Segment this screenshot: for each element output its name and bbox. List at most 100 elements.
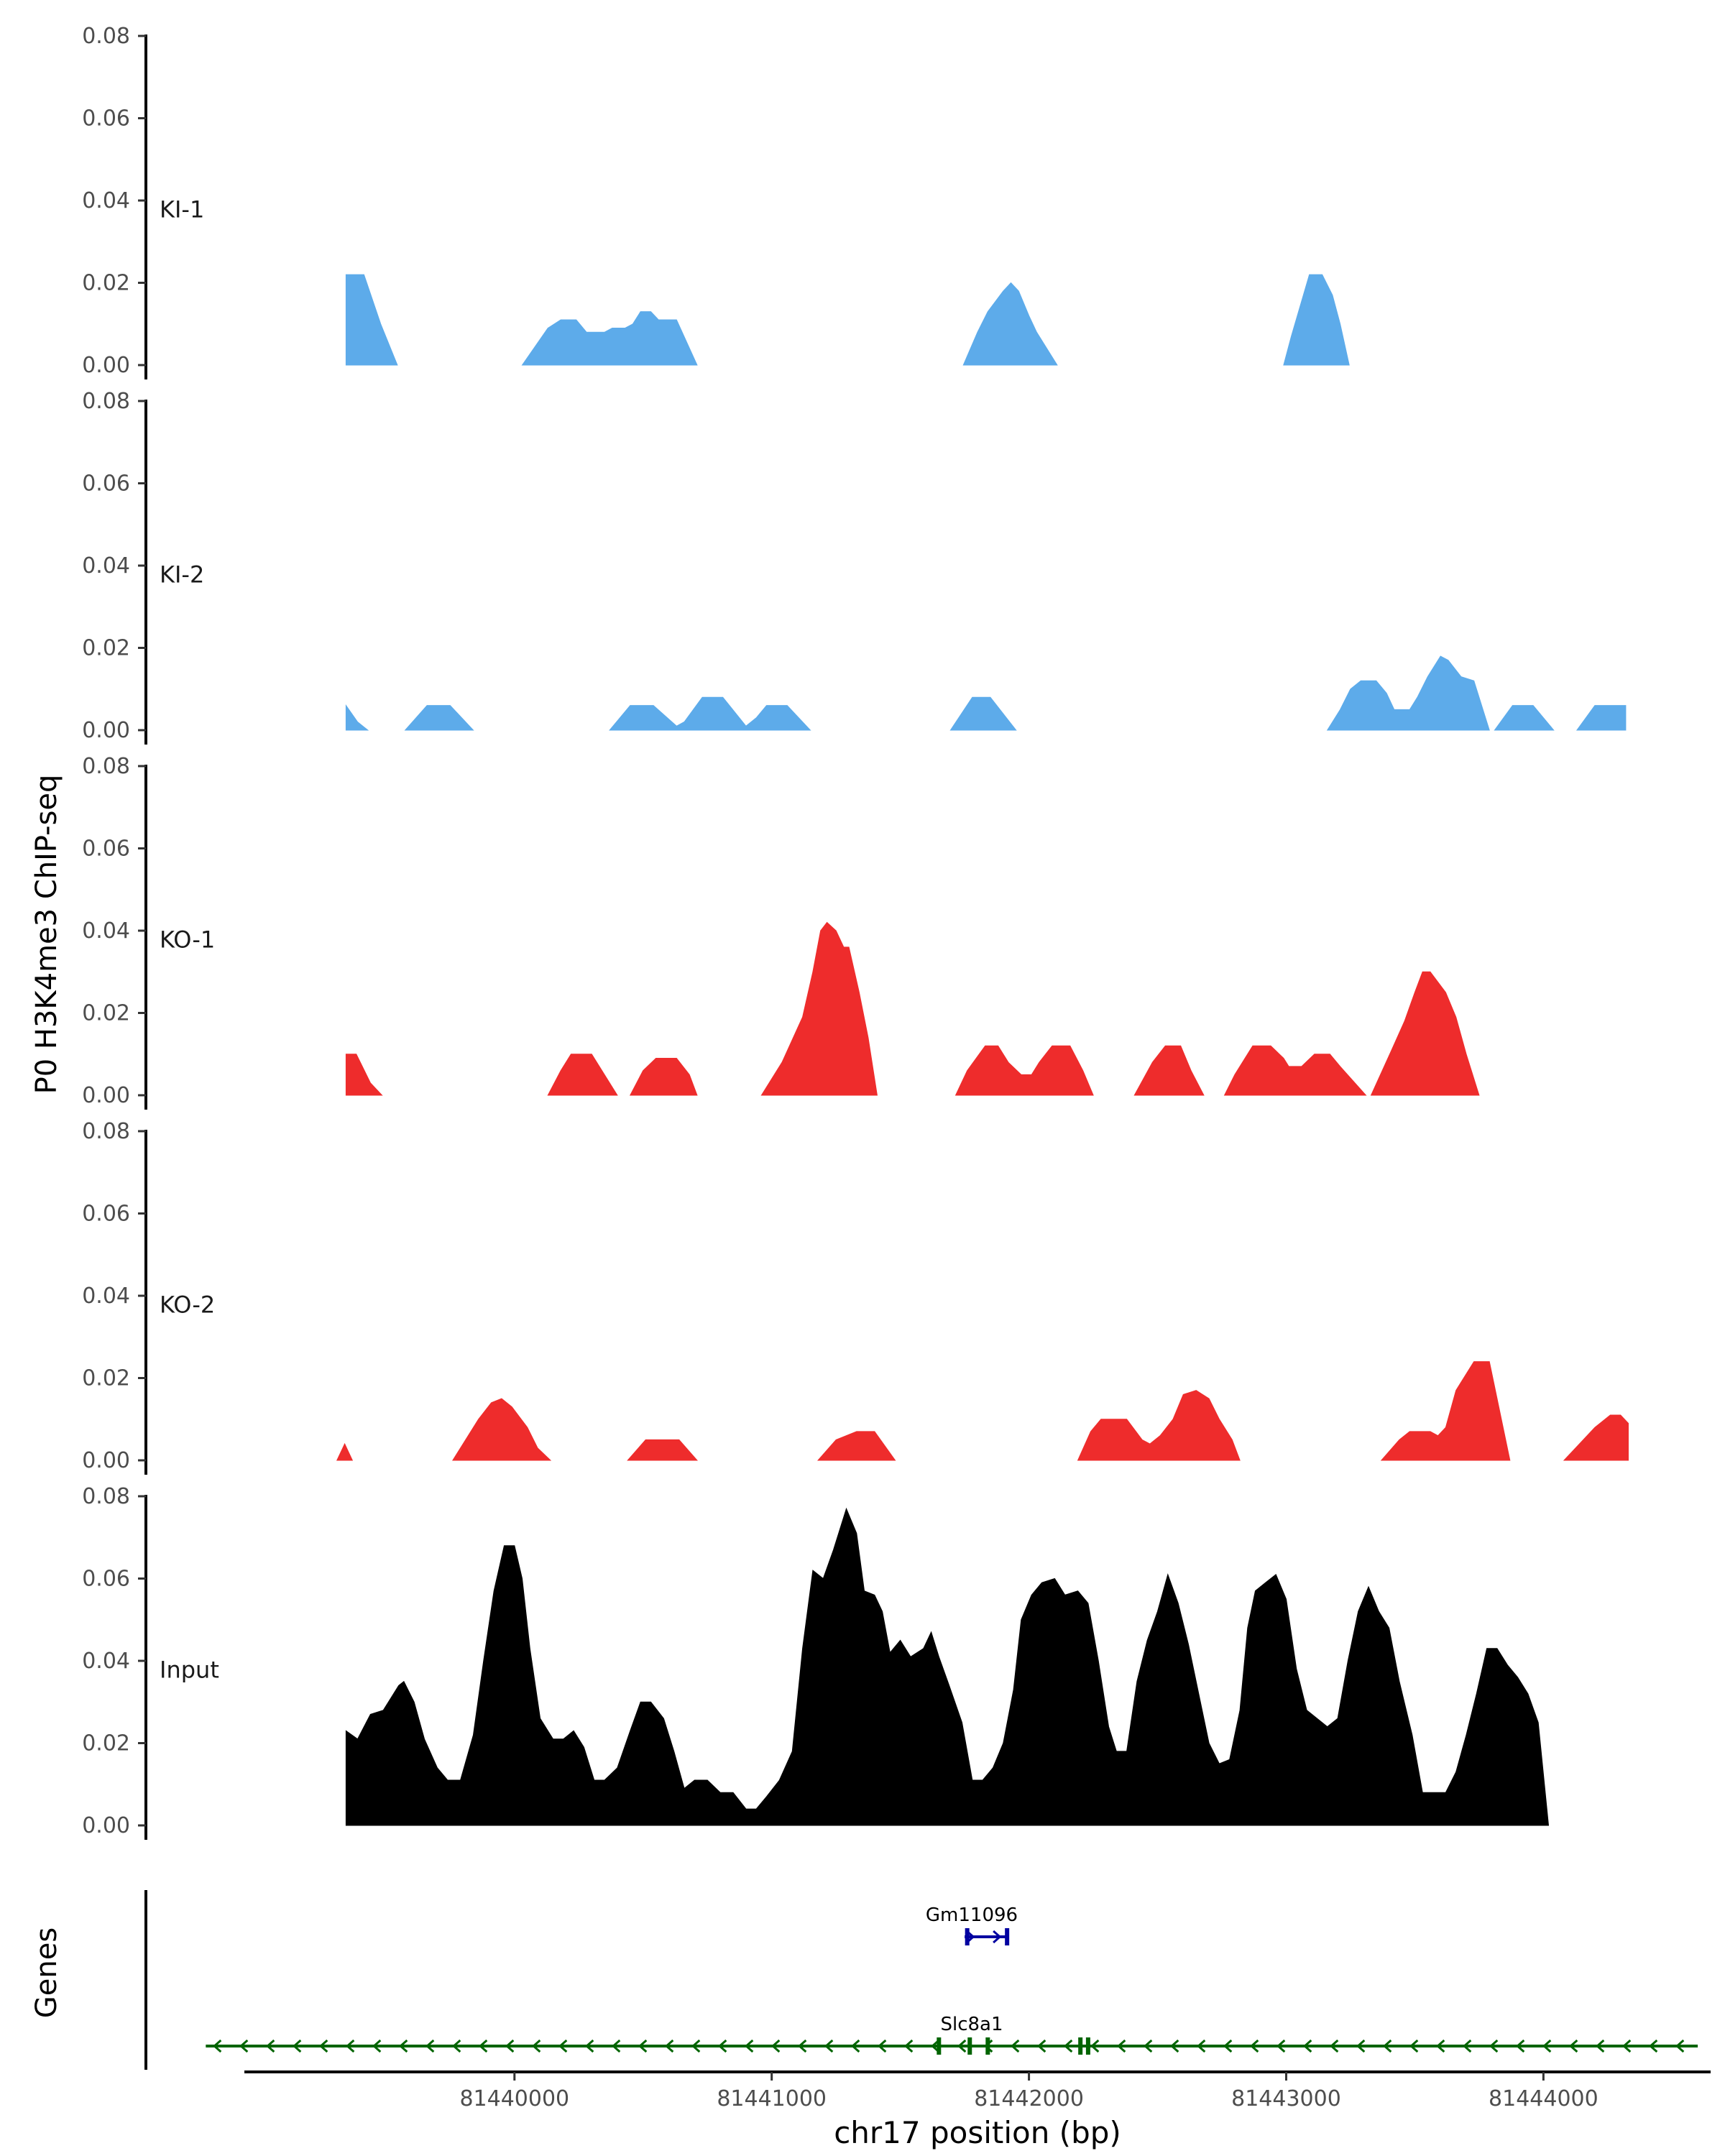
strand-chevron — [771, 2039, 781, 2053]
track-ki-2: 0.00 0.02 0.04 0.06 0.08 KI-2 — [82, 389, 1627, 745]
strand-chevron — [1090, 2039, 1100, 2053]
y-tick-label: 0.00 — [82, 718, 130, 743]
strand-chevron — [1489, 2039, 1499, 2053]
y-tick-label: 0.04 — [82, 918, 130, 944]
signal-peak-ko-2 — [816, 1431, 896, 1461]
strand-chevron — [1463, 2039, 1472, 2053]
exon-mark — [965, 1928, 970, 1945]
strand-chevron — [532, 2039, 541, 2053]
signal-peak-ko-1 — [1223, 1045, 1367, 1096]
x-axis: 81440000 81441000 81442000 81443000 81444000… — [244, 2070, 1711, 2150]
strand-chevron — [1596, 2039, 1605, 2053]
strand-chevron — [612, 2039, 621, 2053]
y-tick-label: 0.06 — [82, 106, 130, 132]
signal-peak-ki-2 — [345, 704, 369, 731]
strand-chevron — [266, 2039, 275, 2053]
strand-chevron — [558, 2039, 568, 2053]
track-ko-1: 0.00 0.02 0.04 0.06 0.08 KO-1 — [82, 754, 1480, 1110]
strand-chevron — [1569, 2039, 1578, 2053]
signal-peak-ki-2 — [1326, 655, 1490, 731]
strand-chevron — [1064, 2039, 1073, 2053]
signal-peak-ki-1 — [962, 282, 1058, 366]
signal-peak-ko-1 — [547, 1054, 618, 1096]
strand-chevron — [1197, 2039, 1206, 2053]
strand-chevron — [399, 2039, 408, 2053]
strand-chevron — [993, 1930, 1002, 1944]
strand-chevron — [691, 2039, 701, 2053]
genes-panel: Genes Gm11096 Slc8a1 — [30, 1890, 1698, 2070]
track-input: 0.00 0.02 0.04 0.06 0.08 Input — [82, 1484, 1550, 1840]
y-tick-label: 0.00 — [82, 1083, 130, 1108]
y-tick-label: 0.08 — [82, 1119, 130, 1144]
strand-chevron — [1516, 2039, 1525, 2053]
y-tick-label: 0.04 — [82, 553, 130, 579]
exon-mark — [937, 2037, 942, 2055]
strand-chevron — [638, 2039, 648, 2053]
x-axis-label: chr17 position (bp) — [834, 2115, 1121, 2150]
exon-mark — [1085, 2037, 1090, 2055]
y-tick-label: 0.02 — [82, 1001, 130, 1026]
strand-chevron — [1170, 2039, 1179, 2053]
y-tick-label: 0.04 — [82, 1284, 130, 1309]
strand-chevron — [1303, 2039, 1312, 2053]
strand-chevron — [1649, 2039, 1658, 2053]
strand-chevron — [824, 2039, 834, 2053]
x-tick-label: 81444000 — [1489, 2086, 1598, 2111]
signal-peak-input — [345, 1507, 1550, 1826]
signal-peak-ko-1 — [954, 1045, 1094, 1096]
exon-mark — [967, 2037, 972, 2055]
track-ki-1: 0.00 0.02 0.04 0.06 0.08 KI-1 — [82, 24, 1350, 379]
strand-chevron — [319, 2039, 328, 2053]
x-tick-label: 81441000 — [717, 2086, 827, 2111]
y-tick-label: 0.02 — [82, 636, 130, 661]
strand-chevron — [1622, 2039, 1632, 2053]
strand-chevron — [1356, 2039, 1366, 2053]
strand-chevron — [1542, 2039, 1552, 2053]
signal-peak-ki-2 — [404, 705, 474, 731]
track-label-ko-2: KO-2 — [160, 1291, 215, 1318]
strand-chevron — [346, 2039, 355, 2053]
strand-chevron — [1436, 2039, 1445, 2053]
signal-peak-ko-2 — [336, 1442, 354, 1461]
strand-chevron — [1037, 2039, 1046, 2053]
signal-peak-ko-1 — [1370, 971, 1480, 1096]
strand-chevron — [1117, 2039, 1126, 2053]
strand-chevron — [851, 2039, 860, 2053]
strand-chevron — [213, 2039, 222, 2053]
signal-peak-ki-2 — [609, 696, 811, 731]
strand-chevron — [293, 2039, 302, 2053]
y-tick-label: 0.00 — [82, 1448, 130, 1473]
strand-chevron — [798, 2039, 807, 2053]
strand-chevron — [1330, 2039, 1339, 2053]
signal-peak-ko-1 — [629, 1058, 698, 1096]
signal-peak-ko-2 — [1380, 1361, 1511, 1461]
strand-chevron — [426, 2039, 435, 2053]
signal-peak-ki-2 — [1494, 705, 1555, 731]
x-tick-label: 81442000 — [974, 2086, 1084, 2111]
y-tick-label: 0.06 — [82, 1567, 130, 1592]
signal-peak-ko-2 — [1077, 1390, 1241, 1461]
strand-chevron — [372, 2039, 382, 2053]
y-tick-label: 0.08 — [82, 754, 130, 779]
y-tick-label: 0.06 — [82, 471, 130, 497]
signal-peak-ko-1 — [760, 921, 878, 1096]
strand-chevron — [505, 2039, 515, 2053]
strand-chevron — [665, 2039, 674, 2053]
gene-models: Gm11096 Slc8a1 — [206, 1904, 1698, 2055]
genes-panel-label: Genes — [30, 1927, 63, 2018]
track-label-ki-2: KI-2 — [160, 561, 204, 588]
strand-chevron — [1276, 2039, 1286, 2053]
y-tick-label: 0.00 — [82, 353, 130, 378]
y-tick-label: 0.04 — [82, 1649, 130, 1674]
strand-chevron — [904, 2039, 914, 2053]
strand-chevron — [1383, 2039, 1392, 2053]
signal-peak-ki-2 — [949, 696, 1017, 731]
strand-chevron — [1144, 2039, 1153, 2053]
strand-chevron — [957, 2039, 967, 2053]
strand-chevron — [1223, 2039, 1233, 2053]
y-tick-label: 0.08 — [82, 24, 130, 49]
exon-mark — [1078, 2037, 1083, 2055]
strand-chevron — [718, 2039, 727, 2053]
strand-chevron — [878, 2039, 887, 2053]
